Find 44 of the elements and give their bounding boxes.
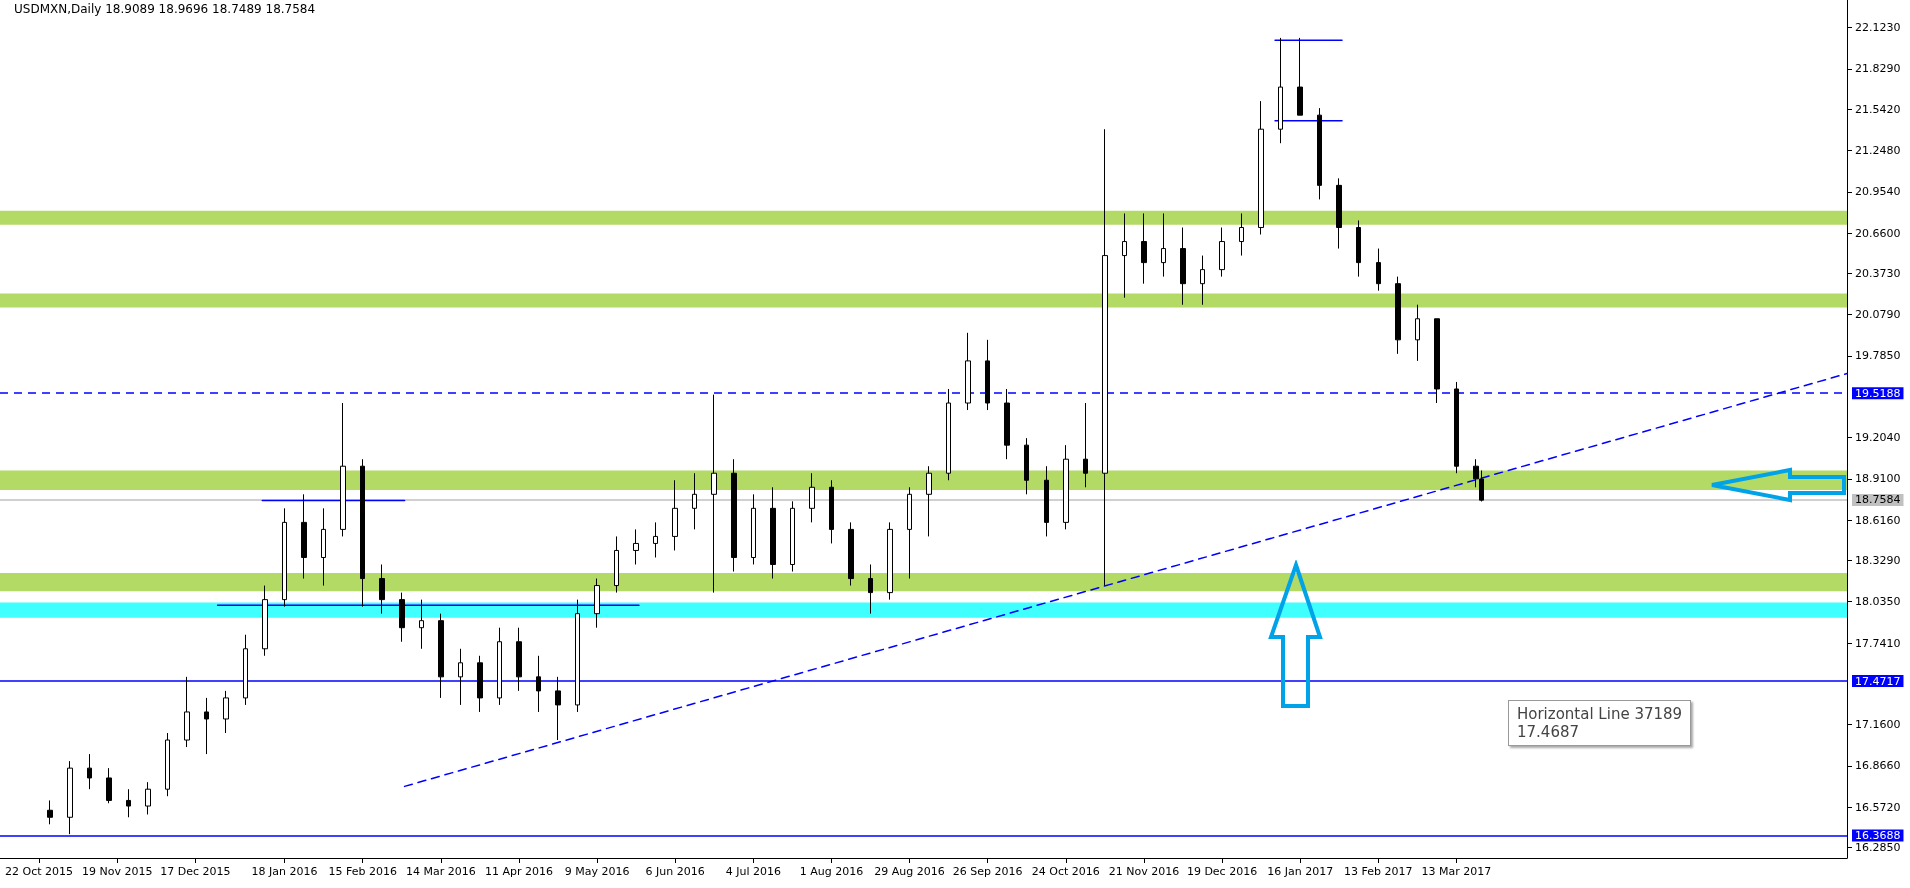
x-tick-label: 15 Feb 2016 (328, 865, 397, 878)
chart-title: USDMXN,Daily 18.9089 18.9696 18.7489 18.7584 (14, 2, 316, 16)
y-tick-label: 18.6160 (1855, 513, 1901, 527)
annotation: Horizontal Line 37189 17.4687 (1508, 700, 1692, 746)
x-tick-label: 4 Jul 2016 (725, 865, 781, 878)
x-tick-label: 13 Mar 2017 (1421, 865, 1492, 878)
x-tick-label: 19 Dec 2016 (1186, 865, 1258, 878)
y-tick-label: 16.5720 (1855, 800, 1901, 814)
ref-line-label: 16.3688 (1855, 829, 1901, 843)
ref-line-label: 17.4717 (1855, 674, 1901, 688)
y-tick-label: 21.2480 (1855, 144, 1901, 158)
y-tick-label: 20.0790 (1855, 308, 1901, 322)
y-tick-label: 18.9100 (1855, 472, 1901, 486)
x-tick-label: 11 Apr 2016 (484, 865, 553, 878)
x-tick-label: 1 Aug 2016 (799, 865, 864, 878)
y-tick-label: 17.7410 (1855, 636, 1901, 650)
y-tick-label: 20.3730 (1855, 266, 1901, 280)
y-tick-label: 20.6600 (1855, 226, 1901, 240)
y-tick-label: 16.8660 (1855, 759, 1901, 773)
ref-line-label: 19.5188 (1855, 386, 1901, 400)
y-tick-label: 19.2040 (1855, 431, 1901, 445)
x-tick-label: 14 Mar 2016 (405, 865, 476, 878)
y-tick-label: 17.1600 (1855, 718, 1901, 732)
y-tick-label: 18.3290 (1855, 553, 1901, 567)
y-tick-label: 16.2850 (1855, 840, 1901, 854)
x-tick-label: 18 Jan 2016 (251, 865, 318, 878)
y-tick-label: 22.1230 (1855, 21, 1901, 35)
x-tick-label: 6 Jun 2016 (645, 865, 705, 878)
x-tick-label: 13 Feb 2017 (1344, 865, 1413, 878)
x-tick-label: 9 May 2016 (564, 865, 630, 878)
y-tick-label: 21.8290 (1855, 62, 1901, 76)
y-tick-label: 20.9540 (1855, 185, 1901, 199)
x-tick-label: 17 Dec 2015 (160, 865, 231, 878)
y-tick-label: 21.5420 (1855, 102, 1901, 116)
x-tick-label: 19 Nov 2015 (81, 865, 153, 878)
x-tick-label: 26 Sep 2016 (952, 865, 1023, 878)
x-tick-label: 24 Oct 2016 (1031, 865, 1100, 878)
ref-line-label: 18.7584 (1855, 493, 1901, 507)
y-tick-label: 19.7850 (1855, 349, 1901, 363)
x-tick-label: 21 Nov 2016 (1108, 865, 1180, 878)
y-tick-label: 18.0350 (1855, 595, 1901, 609)
x-tick-label: 29 Aug 2016 (874, 865, 945, 878)
x-tick-label: 16 Jan 2017 (1267, 865, 1334, 878)
x-tick-label: 22 Oct 2015 (5, 865, 74, 878)
